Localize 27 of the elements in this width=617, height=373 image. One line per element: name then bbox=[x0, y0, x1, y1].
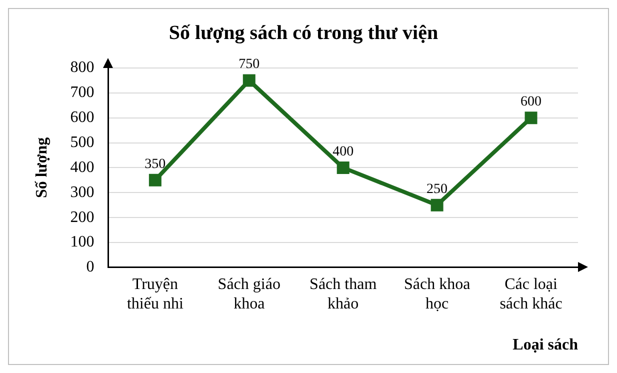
y-tick-label: 0 bbox=[86, 258, 94, 276]
chart-title: Số lượng sách có trong thư viện bbox=[168, 22, 438, 44]
y-tick-label: 800 bbox=[70, 59, 94, 76]
data-label: 250 bbox=[426, 182, 448, 197]
y-tick-label: 500 bbox=[70, 134, 94, 151]
point bbox=[242, 74, 256, 87]
x-tick-label: Sách khoa học bbox=[404, 276, 470, 312]
data-label: 350 bbox=[144, 156, 166, 172]
y-tick-label: 700 bbox=[70, 84, 94, 102]
x-tick-label: Các loại sách khác bbox=[500, 276, 562, 312]
y-tick-label: 300 bbox=[70, 184, 94, 201]
point bbox=[524, 112, 538, 124]
x-axis-title: Loại sách bbox=[512, 336, 578, 354]
y-axis-title: Số lượng bbox=[34, 137, 51, 198]
y-tick-label: 100 bbox=[70, 234, 94, 251]
data-label: 400 bbox=[332, 144, 354, 160]
data-label: 750 bbox=[238, 57, 260, 72]
point bbox=[430, 198, 444, 212]
data-label: 600 bbox=[520, 94, 542, 110]
x-tick-label: Truyện thiếu nhi bbox=[126, 276, 184, 312]
point bbox=[336, 161, 350, 174]
x-tick-label: Sách giáo khoa bbox=[218, 276, 280, 312]
y-tick-label: 400 bbox=[70, 158, 94, 176]
point bbox=[148, 174, 162, 186]
x-tick-label: Sách tham khảo bbox=[310, 276, 378, 312]
y-tick-label: 600 bbox=[70, 109, 94, 126]
y-tick-label: 200 bbox=[70, 208, 94, 226]
